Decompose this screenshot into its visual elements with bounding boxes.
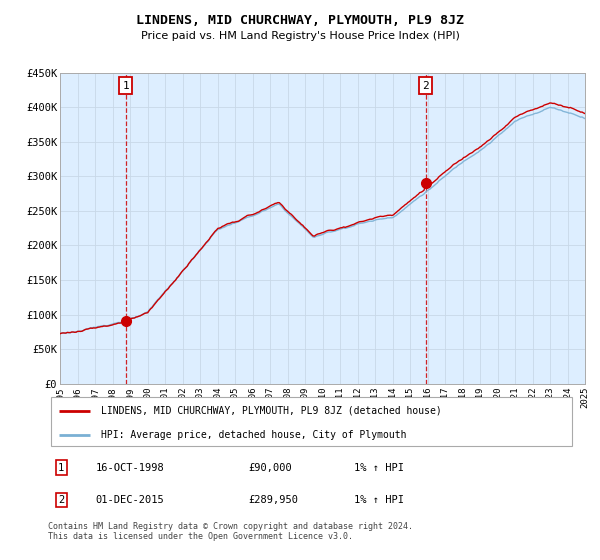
Text: 2: 2 [58, 495, 64, 505]
Text: 1: 1 [122, 81, 129, 91]
Text: £90,000: £90,000 [248, 463, 292, 473]
Text: £289,950: £289,950 [248, 495, 299, 505]
Text: 01-DEC-2015: 01-DEC-2015 [95, 495, 164, 505]
Text: Price paid vs. HM Land Registry's House Price Index (HPI): Price paid vs. HM Land Registry's House … [140, 31, 460, 41]
Text: HPI: Average price, detached house, City of Plymouth: HPI: Average price, detached house, City… [101, 430, 406, 440]
Text: Contains HM Land Registry data © Crown copyright and database right 2024.
This d: Contains HM Land Registry data © Crown c… [48, 522, 413, 542]
Text: LINDENS, MID CHURCHWAY, PLYMOUTH, PL9 8JZ: LINDENS, MID CHURCHWAY, PLYMOUTH, PL9 8J… [136, 14, 464, 27]
Text: 16-OCT-1998: 16-OCT-1998 [95, 463, 164, 473]
Text: 1: 1 [58, 463, 64, 473]
Text: 1% ↑ HPI: 1% ↑ HPI [354, 495, 404, 505]
Text: LINDENS, MID CHURCHWAY, PLYMOUTH, PL9 8JZ (detached house): LINDENS, MID CHURCHWAY, PLYMOUTH, PL9 8J… [101, 406, 442, 416]
Text: 2: 2 [422, 81, 429, 91]
Text: 1% ↑ HPI: 1% ↑ HPI [354, 463, 404, 473]
FancyBboxPatch shape [50, 397, 572, 446]
